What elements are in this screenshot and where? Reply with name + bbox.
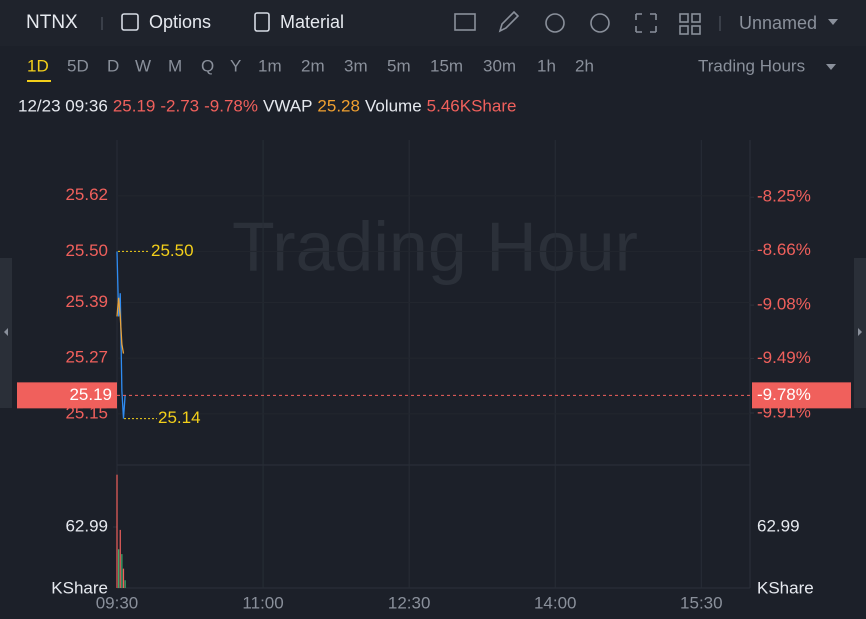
price-line: [116, 297, 125, 354]
info-field: Volume: [365, 96, 422, 115]
timeframe-button[interactable]: 5m: [387, 56, 411, 75]
volume-bar: [116, 474, 118, 588]
volume-bar: [121, 554, 123, 588]
reset-icon[interactable]: [545, 13, 565, 33]
info-field: 25.19: [113, 96, 156, 115]
timeframe-button[interactable]: W: [135, 56, 151, 75]
x-tick-label: 12:30: [388, 593, 431, 612]
timeframe-button[interactable]: 1D: [27, 56, 49, 75]
volume-bar: [124, 580, 126, 588]
timeframe-button[interactable]: 5D: [67, 56, 89, 75]
options-icon[interactable]: [121, 13, 139, 31]
timeframe-button[interactable]: M: [168, 56, 182, 75]
material-button[interactable]: Material: [280, 12, 344, 32]
timeframe-button[interactable]: 3m: [344, 56, 368, 75]
layout-icon[interactable]: [691, 13, 701, 23]
toolbar-icons: [454, 10, 701, 35]
last-change-label: -9.78%: [757, 385, 811, 404]
timeframe-button[interactable]: 2m: [301, 56, 325, 75]
dropdown-arrow[interactable]: [826, 64, 836, 70]
timeframe-button[interactable]: 1m: [258, 56, 282, 75]
y2-tick-label: -9.49%: [757, 348, 811, 367]
dropdown-arrow[interactable]: [828, 19, 838, 25]
last-change-box: [752, 382, 851, 409]
info-field: 5.46KShare: [427, 96, 517, 115]
x-tick-label: 15:30: [680, 593, 723, 612]
symbol[interactable]: NTNX: [26, 12, 78, 33]
volume-bar: [122, 568, 125, 588]
y-tick-label: 25.50: [65, 241, 108, 260]
volume-bar: [119, 529, 121, 588]
indicator-icon[interactable]: [454, 13, 476, 31]
fullscreen-icon[interactable]: [635, 13, 657, 33]
timeframe-button[interactable]: 1h: [537, 56, 556, 75]
layout-name[interactable]: Unnamed: [739, 13, 817, 33]
y-tick-label: 25.62: [65, 185, 108, 204]
volume-tick-label: 62.99: [65, 516, 108, 535]
x-tick-label: 11:00: [242, 593, 283, 612]
draw-icon[interactable]: [498, 10, 520, 33]
timeframe-button[interactable]: Y: [230, 56, 241, 75]
info-field: -9.78%: [204, 96, 258, 115]
info-field: VWAP: [263, 96, 312, 115]
y2-tick-label: -8.25%: [757, 187, 811, 206]
y2-tick-label: -8.66%: [757, 240, 811, 259]
timeframe-button[interactable]: Q: [201, 56, 214, 75]
last-price-box: [17, 382, 117, 409]
right-arrow: [858, 328, 862, 336]
volume-tick-label: 62.99: [757, 516, 800, 535]
y-tick-label: 25.27: [65, 348, 108, 367]
material-icon[interactable]: [254, 12, 270, 32]
volume-bar: [118, 549, 120, 588]
high-label: 25.50: [151, 241, 194, 260]
x-tick-label: 09:30: [96, 593, 139, 612]
volume-unit: KShare: [51, 578, 108, 597]
last-price-label: 25.19: [69, 385, 112, 404]
low-label: 25.14: [158, 408, 201, 427]
timeframe-button[interactable]: 15m: [430, 56, 463, 75]
options-button[interactable]: Options: [149, 12, 211, 32]
timeframe-button[interactable]: 2h: [575, 56, 594, 75]
toolbar: [0, 0, 866, 46]
y-tick-label: 25.39: [65, 292, 108, 311]
timeframe-button[interactable]: D: [107, 56, 119, 75]
y2-tick-label: -9.08%: [757, 295, 811, 314]
left-arrow: [4, 328, 8, 336]
session-select[interactable]: Trading Hours: [698, 56, 805, 75]
layout-icon[interactable]: [679, 25, 689, 35]
info-field: -2.73: [160, 96, 199, 115]
x-tick-label: 14:00: [534, 593, 577, 612]
info-field: 12/23 09:36: [18, 96, 108, 115]
info-field: 25.28: [317, 96, 360, 115]
timeframe-button[interactable]: 30m: [483, 56, 516, 75]
settings-icon[interactable]: [590, 13, 610, 33]
active-underline: [27, 80, 51, 82]
volume-unit: KShare: [757, 578, 814, 597]
layout-icon[interactable]: [679, 13, 689, 23]
watermark: Trading Hour: [232, 207, 638, 285]
layout-icon[interactable]: [691, 25, 701, 35]
